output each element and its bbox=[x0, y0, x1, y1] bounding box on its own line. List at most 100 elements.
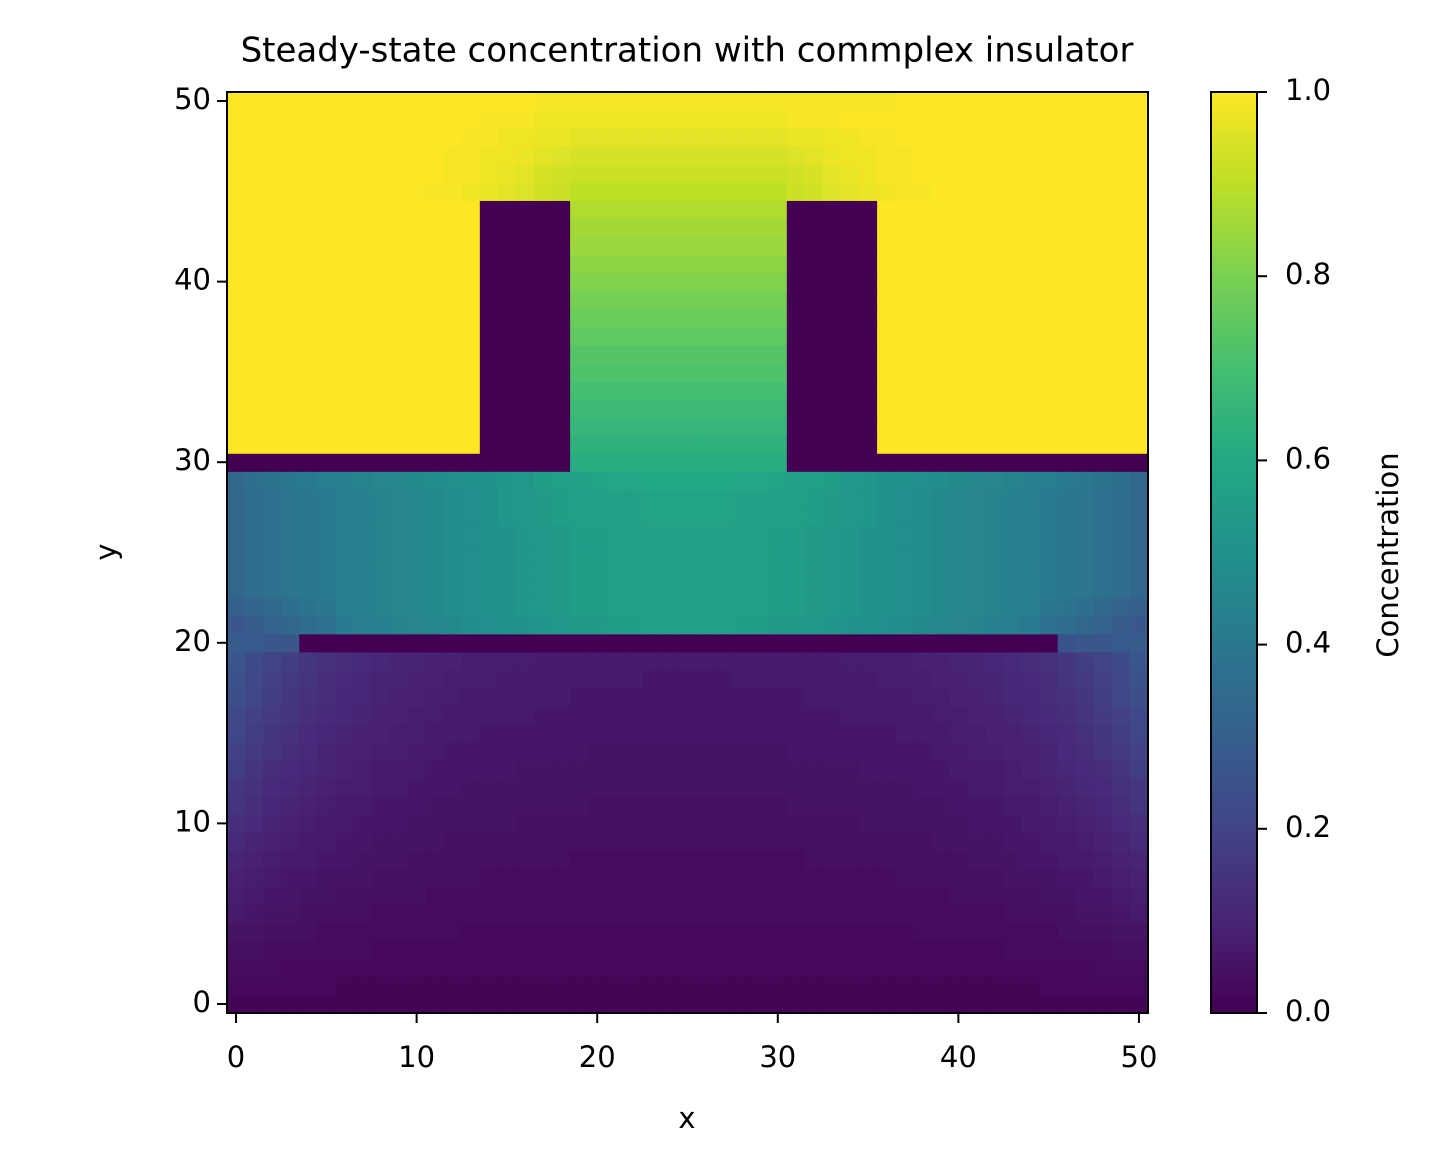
heatmap-cell bbox=[786, 128, 806, 147]
heatmap-cell bbox=[624, 471, 643, 490]
heatmap-cell bbox=[335, 742, 355, 761]
heatmap-cell bbox=[1075, 778, 1095, 797]
heatmap-cell bbox=[299, 254, 318, 274]
heatmap-cell bbox=[822, 958, 842, 978]
heatmap-cell bbox=[895, 290, 914, 310]
heatmap-cell bbox=[461, 742, 481, 761]
heatmap-cell bbox=[1003, 146, 1023, 165]
heatmap-cell bbox=[786, 326, 806, 346]
heatmap-cell bbox=[515, 778, 535, 797]
heatmap-cell bbox=[804, 597, 824, 617]
heatmap-cell bbox=[1093, 760, 1113, 779]
heatmap-cell bbox=[606, 958, 625, 978]
heatmap-cell bbox=[678, 706, 698, 725]
heatmap-cell bbox=[1075, 669, 1095, 689]
heatmap-cell bbox=[1003, 344, 1023, 364]
heatmap-cell bbox=[1057, 994, 1077, 1014]
heatmap-cell bbox=[750, 940, 770, 960]
heatmap-cell bbox=[1039, 471, 1059, 490]
heatmap-cell bbox=[1021, 615, 1041, 635]
heatmap-cell bbox=[227, 200, 246, 220]
heatmap-cell bbox=[353, 651, 373, 671]
heatmap-cell bbox=[841, 886, 860, 906]
heatmap-cell bbox=[353, 344, 373, 364]
heatmap-cell bbox=[263, 417, 282, 436]
heatmap-cell bbox=[245, 669, 264, 689]
heatmap-cell bbox=[732, 832, 752, 852]
heatmap-cell bbox=[227, 453, 246, 472]
heatmap-cell bbox=[606, 724, 625, 743]
heatmap-cell bbox=[859, 435, 878, 454]
heatmap-cell bbox=[515, 417, 535, 436]
heatmap-cell bbox=[931, 92, 950, 111]
heatmap-cell bbox=[245, 579, 264, 599]
heatmap-cell bbox=[263, 706, 282, 725]
heatmap-cell bbox=[967, 904, 987, 924]
heatmap-cell bbox=[1003, 399, 1023, 418]
heatmap-cell bbox=[913, 128, 932, 147]
heatmap-cell bbox=[714, 362, 734, 382]
heatmap-cell bbox=[371, 994, 391, 1014]
heatmap-cell bbox=[606, 543, 625, 563]
heatmap-cell bbox=[443, 687, 463, 707]
heatmap-cell bbox=[750, 272, 770, 292]
heatmap-cell bbox=[804, 399, 824, 418]
heatmap-cell bbox=[1075, 344, 1095, 364]
heatmap-cell bbox=[624, 850, 643, 870]
heatmap-cell bbox=[335, 615, 355, 635]
heatmap-cell bbox=[570, 760, 589, 779]
heatmap-cell bbox=[317, 92, 336, 111]
heatmap-cell bbox=[1129, 669, 1149, 689]
heatmap-cell bbox=[786, 146, 806, 165]
heatmap-cell bbox=[1075, 308, 1095, 328]
heatmap-cell bbox=[1021, 904, 1041, 924]
heatmap-cell bbox=[1075, 886, 1095, 906]
heatmap-cell bbox=[606, 579, 625, 599]
heatmap-cell bbox=[497, 362, 517, 382]
heatmap-cell bbox=[624, 579, 643, 599]
heatmap-cell bbox=[642, 886, 662, 906]
heatmap-cell bbox=[841, 796, 860, 815]
heatmap-cell bbox=[497, 110, 517, 129]
heatmap-cell bbox=[660, 796, 680, 815]
colorbar-tick-label: 0.4 bbox=[1285, 626, 1331, 660]
heatmap-cell bbox=[624, 525, 643, 545]
heatmap-cell bbox=[515, 290, 535, 310]
heatmap-cell bbox=[245, 507, 264, 527]
heatmap-cell bbox=[624, 417, 643, 436]
heatmap-cell bbox=[985, 453, 1005, 472]
heatmap-cell bbox=[913, 706, 932, 725]
heatmap-cell bbox=[750, 128, 770, 147]
heatmap-cell bbox=[877, 579, 896, 599]
heatmap-cell bbox=[245, 182, 264, 201]
heatmap-cell bbox=[949, 489, 969, 508]
heatmap-cell bbox=[949, 471, 969, 490]
heatmap-cell bbox=[624, 814, 643, 834]
heatmap-cell bbox=[588, 706, 607, 725]
heatmap-cell bbox=[1057, 92, 1077, 111]
heatmap-cell bbox=[859, 687, 878, 707]
heatmap-cell bbox=[1093, 724, 1113, 743]
heatmap-cell bbox=[895, 218, 914, 238]
heatmap-cell bbox=[552, 380, 571, 400]
heatmap-cell bbox=[750, 435, 770, 454]
heatmap-cell bbox=[245, 453, 264, 472]
heatmap-cell bbox=[1093, 742, 1113, 761]
heatmap-cell bbox=[1057, 940, 1077, 960]
heatmap-cell bbox=[841, 706, 860, 725]
heatmap-cell bbox=[515, 994, 535, 1014]
heatmap-cell bbox=[985, 380, 1005, 400]
heatmap-cell bbox=[841, 453, 860, 472]
heatmap-cell bbox=[1039, 633, 1059, 653]
heatmap-cell bbox=[1021, 922, 1041, 942]
heatmap-cell bbox=[877, 471, 896, 490]
heatmap-cell bbox=[606, 200, 625, 220]
heatmap-cell bbox=[389, 525, 409, 545]
heatmap-cell bbox=[1111, 146, 1131, 165]
heatmap-cell bbox=[804, 615, 824, 635]
heatmap-cell bbox=[227, 254, 246, 274]
heatmap-cell bbox=[227, 597, 246, 617]
heatmap-cell bbox=[750, 543, 770, 563]
heatmap-cell bbox=[859, 453, 878, 472]
heatmap-cell bbox=[552, 760, 571, 779]
